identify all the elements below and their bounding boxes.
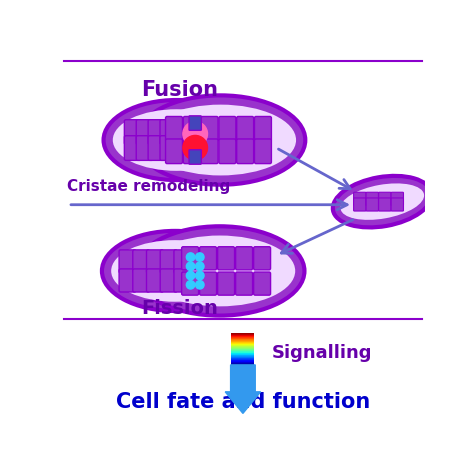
FancyBboxPatch shape [136, 136, 153, 160]
Text: Fission: Fission [141, 300, 218, 319]
FancyBboxPatch shape [172, 136, 189, 160]
FancyBboxPatch shape [236, 247, 253, 270]
FancyBboxPatch shape [182, 247, 199, 270]
FancyBboxPatch shape [148, 136, 165, 160]
Ellipse shape [111, 240, 239, 302]
FancyBboxPatch shape [182, 272, 199, 295]
FancyBboxPatch shape [160, 120, 177, 145]
FancyBboxPatch shape [366, 198, 378, 211]
Ellipse shape [135, 226, 304, 316]
Circle shape [186, 253, 195, 261]
FancyBboxPatch shape [391, 198, 403, 211]
FancyBboxPatch shape [174, 250, 191, 273]
Circle shape [186, 262, 195, 271]
FancyBboxPatch shape [219, 139, 236, 164]
FancyBboxPatch shape [172, 120, 189, 145]
FancyBboxPatch shape [124, 136, 141, 160]
Ellipse shape [333, 176, 432, 228]
FancyBboxPatch shape [354, 192, 366, 205]
FancyBboxPatch shape [255, 117, 272, 141]
FancyBboxPatch shape [379, 192, 391, 205]
FancyBboxPatch shape [146, 269, 164, 292]
FancyBboxPatch shape [200, 247, 217, 270]
FancyBboxPatch shape [124, 120, 141, 145]
FancyBboxPatch shape [391, 192, 403, 205]
FancyBboxPatch shape [133, 269, 150, 292]
FancyBboxPatch shape [236, 272, 253, 295]
FancyBboxPatch shape [174, 269, 191, 292]
FancyBboxPatch shape [254, 272, 271, 295]
Text: Cell fate and function: Cell fate and function [116, 392, 370, 412]
Text: Cristae remodeling: Cristae remodeling [66, 179, 230, 194]
Text: Fusion: Fusion [141, 80, 219, 100]
Circle shape [183, 121, 208, 146]
FancyBboxPatch shape [254, 247, 271, 270]
Circle shape [196, 271, 204, 280]
Circle shape [196, 253, 204, 261]
FancyBboxPatch shape [201, 117, 218, 141]
FancyBboxPatch shape [219, 117, 236, 141]
Circle shape [196, 281, 204, 289]
Circle shape [186, 271, 195, 280]
FancyBboxPatch shape [366, 192, 378, 205]
FancyBboxPatch shape [133, 250, 150, 273]
FancyBboxPatch shape [218, 247, 235, 270]
FancyBboxPatch shape [148, 120, 165, 145]
Circle shape [183, 136, 208, 160]
Ellipse shape [145, 105, 296, 175]
FancyBboxPatch shape [160, 269, 177, 292]
FancyBboxPatch shape [119, 250, 136, 273]
Ellipse shape [113, 109, 241, 171]
FancyBboxPatch shape [201, 139, 218, 164]
FancyBboxPatch shape [189, 150, 201, 164]
Ellipse shape [102, 231, 248, 311]
Text: Signalling: Signalling [272, 344, 373, 362]
Ellipse shape [144, 236, 295, 306]
FancyBboxPatch shape [160, 136, 177, 160]
FancyBboxPatch shape [200, 272, 217, 295]
FancyArrow shape [225, 365, 261, 413]
Ellipse shape [103, 100, 250, 180]
FancyBboxPatch shape [165, 139, 182, 164]
FancyBboxPatch shape [218, 272, 235, 295]
FancyBboxPatch shape [160, 250, 177, 273]
FancyBboxPatch shape [183, 139, 201, 164]
FancyBboxPatch shape [237, 117, 254, 141]
FancyBboxPatch shape [183, 117, 201, 141]
FancyBboxPatch shape [136, 120, 153, 145]
Circle shape [196, 262, 204, 271]
FancyBboxPatch shape [237, 139, 254, 164]
Circle shape [186, 281, 195, 289]
FancyBboxPatch shape [255, 139, 272, 164]
FancyBboxPatch shape [189, 116, 201, 130]
Ellipse shape [340, 183, 424, 220]
FancyBboxPatch shape [146, 250, 164, 273]
FancyBboxPatch shape [119, 269, 136, 292]
FancyBboxPatch shape [165, 117, 182, 141]
FancyBboxPatch shape [354, 198, 366, 211]
Ellipse shape [136, 95, 305, 185]
FancyBboxPatch shape [379, 198, 391, 211]
